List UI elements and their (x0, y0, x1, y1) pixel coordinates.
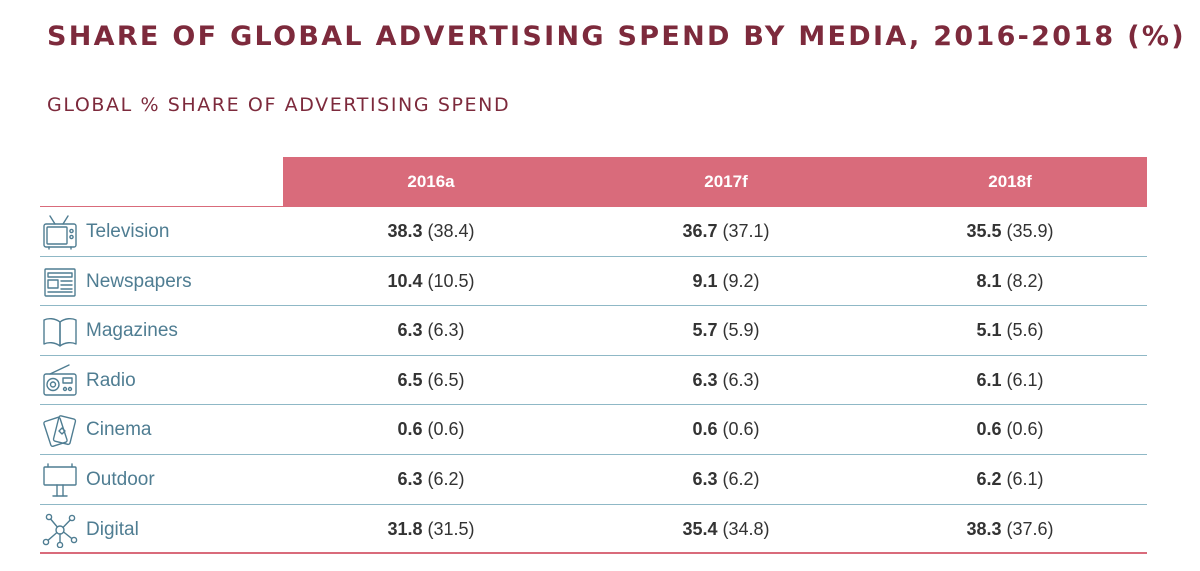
header-underline (40, 206, 283, 207)
cell-value: 6.2 (976, 468, 1002, 489)
ad-spend-table: 2016a 2017f 2018f Television 38.3 (38.4) 3… (40, 157, 1147, 555)
cell-value: 36.7 (682, 221, 718, 241)
column-header-2017f: 2017f (704, 172, 748, 191)
cell-value: 6.3 (692, 369, 718, 390)
cell-value: 35.4 (682, 518, 718, 539)
cell-value: 9.1 (692, 270, 718, 291)
table-cell: 6.2 (6.1) (873, 455, 1147, 504)
table-cell: 9.1 (9.2) (579, 257, 873, 306)
cell-value: 35.5 (966, 221, 1002, 241)
cell-previous-value: (6.1) (1006, 369, 1044, 390)
cell-value: 31.8 (387, 518, 423, 539)
table-cell: 38.3 (38.4) (283, 207, 579, 256)
cell-previous-value: (34.8) (722, 518, 770, 539)
row-label: Cinema (86, 419, 152, 441)
chart-subtitle: GLOBAL % SHARE OF ADVERTISING SPEND (47, 94, 511, 116)
cell-previous-value: (31.5) (427, 518, 475, 539)
cell-value: 6.3 (397, 320, 423, 341)
table-cell: 6.3 (6.3) (283, 306, 579, 355)
cell-previous-value: (10.5) (427, 270, 475, 291)
cell-previous-value: (38.4) (427, 221, 475, 241)
table-cell: 35.4 (34.8) (579, 505, 873, 554)
table-cell: 8.1 (8.2) (873, 257, 1147, 306)
table-row: Television 38.3 (38.4) 36.7 (37.1) 35.5 (35… (40, 207, 1147, 257)
table-cell: 0.6 (0.6) (283, 405, 579, 454)
cell-value: 6.1 (976, 369, 1002, 390)
cell-value: 0.6 (692, 419, 718, 440)
magazine-icon (41, 313, 79, 349)
table-row: Magazines 6.3 (6.3) 5.7 (5.9) 5.1 (5.6) (40, 306, 1147, 356)
table-cell: 38.3 (37.6) (873, 505, 1147, 554)
table-cell: 6.1 (6.1) (873, 356, 1147, 405)
table-cell: 5.1 (5.6) (873, 306, 1147, 355)
table-cell: 0.6 (0.6) (873, 405, 1147, 454)
cell-previous-value: (0.6) (722, 419, 760, 440)
table-cell: 36.7 (37.1) (579, 207, 873, 256)
cell-value: 5.7 (692, 320, 718, 341)
cell-previous-value: (0.6) (427, 419, 465, 440)
newspaper-icon (41, 264, 79, 300)
cell-previous-value: (8.2) (1006, 270, 1044, 291)
cell-previous-value: (35.9) (1006, 221, 1054, 241)
cell-previous-value: (6.2) (427, 468, 465, 489)
cell-previous-value: (6.2) (722, 468, 760, 489)
table-cell: 35.5 (35.9) (873, 207, 1147, 256)
table-row: Cinema 0.6 (0.6) 0.6 (0.6) 0.6 (0.6) (40, 405, 1147, 455)
column-header-2016a: 2016a (407, 172, 455, 191)
cell-value: 6.3 (397, 468, 423, 489)
cell-value: 6.5 (397, 369, 423, 390)
cell-previous-value: (37.1) (722, 221, 770, 241)
table-header: 2016a 2017f 2018f (40, 157, 1147, 207)
table-cell: 0.6 (0.6) (579, 405, 873, 454)
cell-previous-value: (37.6) (1006, 518, 1054, 539)
cinema-ticket-icon (41, 412, 79, 448)
table-row: Outdoor 6.3 (6.2) 6.3 (6.2) 6.2 (6.1) (40, 455, 1147, 505)
cell-value: 6.3 (692, 468, 718, 489)
table-body: Television 38.3 (38.4) 36.7 (37.1) 35.5 (35… (40, 207, 1147, 555)
row-label: Outdoor (86, 468, 155, 490)
row-label: Newspapers (86, 270, 192, 292)
radio-icon (41, 363, 79, 399)
cell-value: 0.6 (976, 419, 1002, 440)
cell-value: 10.4 (387, 270, 423, 291)
television-icon (41, 214, 79, 250)
cell-value: 0.6 (397, 419, 423, 440)
cell-value: 8.1 (976, 270, 1002, 291)
table-cell: 6.3 (6.2) (283, 455, 579, 504)
row-label: Digital (86, 518, 139, 540)
cell-value: 5.1 (976, 320, 1002, 341)
cell-previous-value: (9.2) (722, 270, 760, 291)
header-band (283, 157, 1147, 207)
cell-value: 38.3 (387, 221, 423, 241)
cell-previous-value: (6.3) (722, 369, 760, 390)
cell-previous-value: (5.6) (1006, 320, 1044, 341)
cell-previous-value: (0.6) (1006, 419, 1044, 440)
row-label: Magazines (86, 320, 178, 342)
table-cell: 10.4 (10.5) (283, 257, 579, 306)
table-row: Newspapers 10.4 (10.5) 9.1 (9.2) 8.1 (8.2) (40, 257, 1147, 307)
table-row: Radio 6.5 (6.5) 6.3 (6.3) 6.1 (6.1) (40, 356, 1147, 406)
table-cell: 5.7 (5.9) (579, 306, 873, 355)
table-cell: 6.3 (6.3) (579, 356, 873, 405)
row-label: Television (86, 221, 170, 242)
cell-value: 38.3 (966, 518, 1002, 539)
cell-previous-value: (6.1) (1006, 468, 1044, 489)
billboard-icon (41, 462, 79, 498)
table-cell: 31.8 (31.5) (283, 505, 579, 554)
cell-previous-value: (5.9) (722, 320, 760, 341)
network-icon (41, 512, 79, 548)
table-row: Digital 31.8 (31.5) 35.4 (34.8) 38.3 (37.6) (40, 505, 1147, 555)
chart-title: SHARE OF GLOBAL ADVERTISING SPEND BY MED… (47, 21, 1186, 52)
cell-previous-value: (6.3) (427, 320, 465, 341)
row-label: Radio (86, 369, 136, 391)
table-cell: 6.5 (6.5) (283, 356, 579, 405)
column-header-2018f: 2018f (988, 172, 1032, 191)
table-cell: 6.3 (6.2) (579, 455, 873, 504)
cell-previous-value: (6.5) (427, 369, 465, 390)
